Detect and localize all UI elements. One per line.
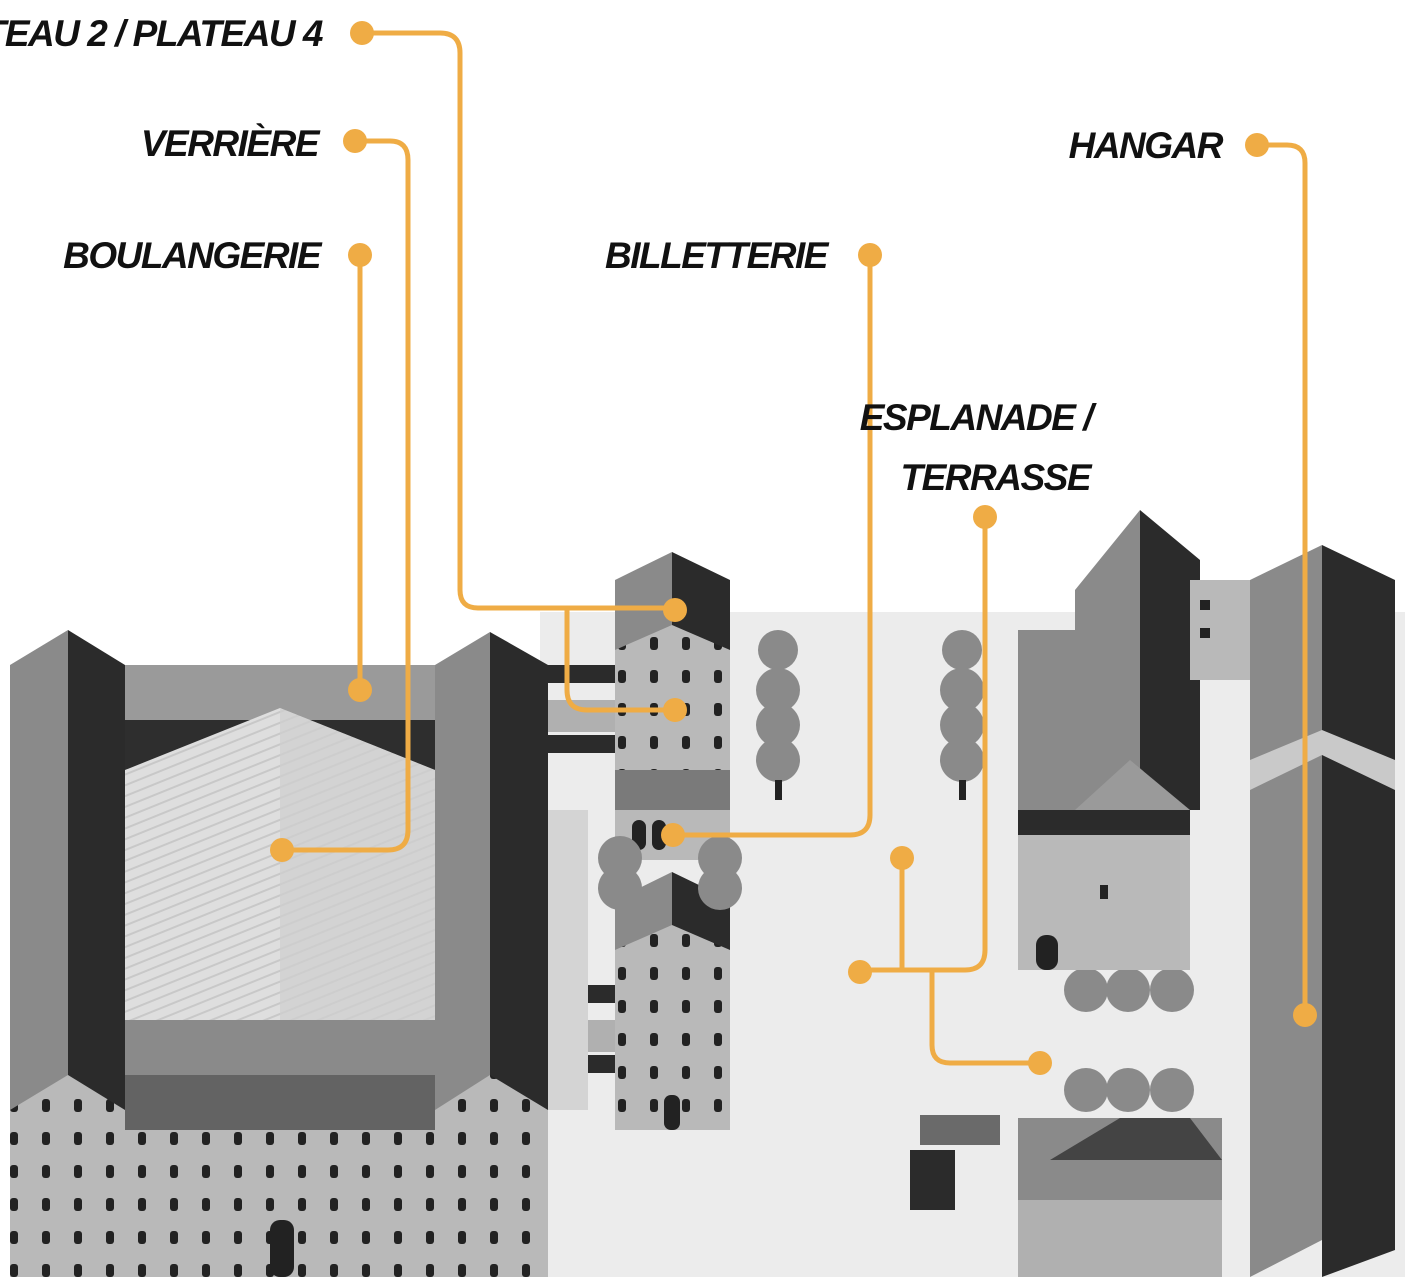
left-building [10,630,548,1277]
illustration [10,510,1405,1277]
label: HANGAR [1069,125,1224,166]
label: BOULANGERIE [63,235,323,276]
label: ESPLANADE / [860,397,1097,438]
label: PLATEAU 2 / PLATEAU 4 [0,13,323,54]
label: VERRIÈRE [141,123,321,164]
site-map: PLATEAU 2 / PLATEAU 4 VERRIÈRE BOULANGER… [0,0,1405,1277]
labels: PLATEAU 2 / PLATEAU 4 VERRIÈRE BOULANGER… [0,13,1224,498]
label: TERRASSE [901,457,1093,498]
label: BILLETTERIE [605,235,830,276]
